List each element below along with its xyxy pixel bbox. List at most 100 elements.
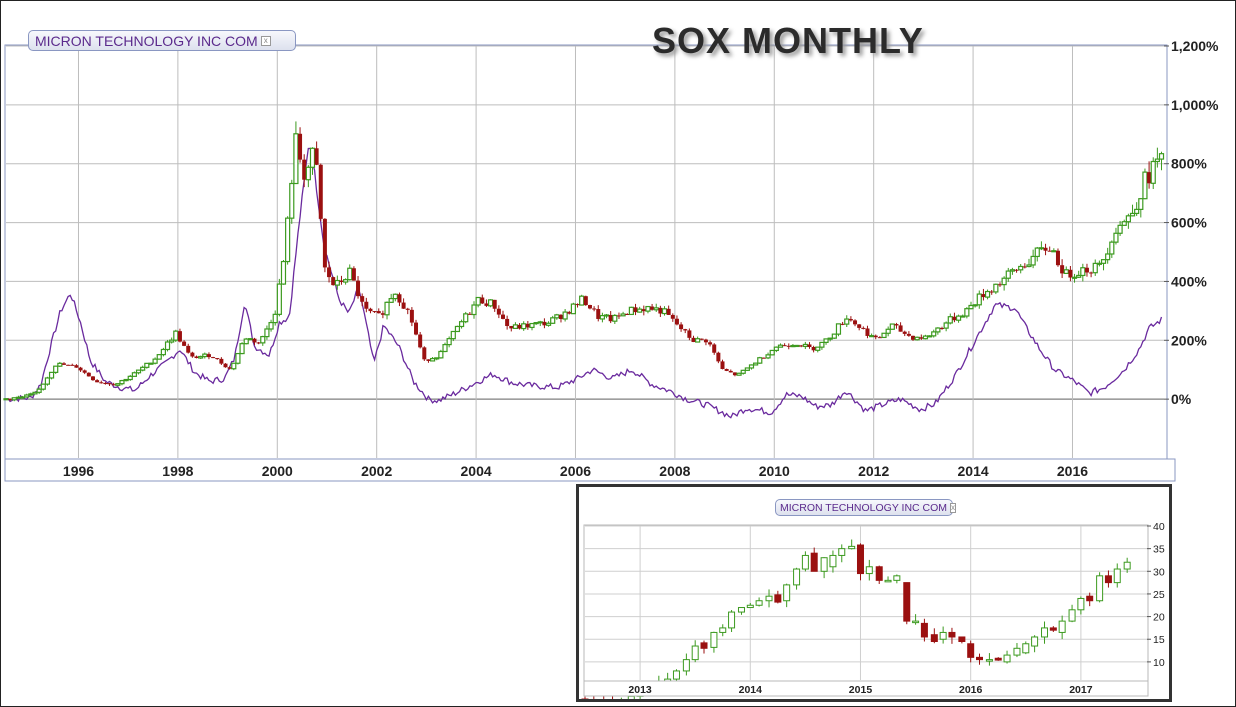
main-candle-body [831, 333, 837, 339]
main-x-tick-label: 2000 [262, 463, 293, 479]
main-candle-body [223, 363, 228, 368]
main-legend-chip[interactable]: MICRON TECHNOLOGY INC COM x [28, 30, 296, 51]
main-candle-body [708, 342, 713, 345]
main-candle-body [955, 315, 962, 321]
main-candle-body [567, 312, 572, 314]
main-candle-body [48, 371, 55, 379]
main-candle-body [790, 344, 796, 348]
inset-candle-body [1068, 609, 1076, 622]
main-candle-body [786, 345, 791, 347]
main-candle-body [873, 335, 878, 338]
main-candle-body [811, 347, 816, 351]
main-candle-body [1014, 269, 1019, 271]
main-candle-body [765, 354, 771, 359]
inset-y-tick-label: 15 [1153, 634, 1165, 646]
main-x-tick-label: 2004 [461, 463, 492, 479]
main-candle-body [438, 350, 444, 359]
inset-candle-body [810, 552, 818, 572]
legend-close-icon[interactable]: x [260, 35, 271, 46]
main-candle-body [264, 328, 270, 338]
inset-legend-chip[interactable]: MICRON TECHNOLOGY INC COM x [775, 499, 957, 516]
main-candle-body [44, 377, 51, 385]
main-candle-body [496, 308, 501, 315]
main-candle-body [1105, 253, 1111, 261]
inset-candle-body [875, 566, 883, 581]
main-candle-body [276, 283, 282, 315]
main-candle-body [99, 382, 104, 384]
main-candle-body [401, 302, 406, 309]
main-candle-body [206, 354, 211, 358]
main-candle-body [475, 296, 481, 306]
main-candle-body [658, 307, 663, 314]
main-candle-body [322, 218, 327, 268]
main-candle-body [450, 330, 456, 340]
inset-candle-body [1049, 627, 1057, 631]
main-candle-body [19, 396, 26, 399]
inset-legend-close-icon[interactable]: x [950, 502, 957, 513]
main-y-tick-label: 800% [1171, 156, 1207, 172]
main-gridlines [6, 45, 1164, 458]
main-candle-body [736, 372, 742, 376]
main-candle-body [202, 353, 208, 358]
inset-candle-body [1096, 575, 1104, 602]
main-candle-body [388, 297, 394, 303]
main-candle-body [911, 335, 916, 340]
inset-candle-body [710, 631, 718, 648]
main-candle-body [603, 314, 610, 317]
main-candle-body [356, 280, 361, 297]
inset-x-axis-band [583, 680, 1149, 697]
inset-y-axis: 10 15 20 25 30 35 40 [1147, 521, 1165, 669]
main-candle-body [339, 280, 344, 283]
main-line-series-path [5, 147, 1163, 419]
main-x-tick-label: 2006 [560, 463, 591, 479]
inset-candle-body [1031, 636, 1039, 647]
main-candle-body [799, 345, 804, 347]
main-candle-body [885, 328, 891, 334]
inset-y-tick-label: 30 [1153, 566, 1165, 578]
main-candle-body [82, 370, 87, 373]
main-candle-body [392, 293, 398, 300]
main-candle-body [1051, 250, 1057, 253]
main-candle-body [865, 328, 870, 336]
main-candle-body [1038, 247, 1045, 250]
main-candle-body [703, 339, 708, 343]
main-candle-body [1109, 241, 1115, 255]
main-candle-body [558, 314, 563, 319]
main-candle-body [740, 369, 746, 374]
main-candle-body [554, 314, 560, 319]
main-candle-body [720, 361, 725, 370]
main-candle-body [156, 354, 162, 360]
main-y-tick-label: 0% [1171, 391, 1192, 407]
inset-candle-body [700, 642, 708, 649]
main-candle-body [633, 307, 638, 313]
main-candle-body [819, 341, 825, 348]
main-candle-body [517, 324, 522, 329]
chart-title: SOX MONTHLY [652, 20, 924, 61]
main-candle-body [570, 303, 577, 315]
main-candle-body [782, 345, 787, 347]
main-candle-body [583, 296, 588, 306]
main-candle-body [446, 338, 452, 346]
main-candle-body [579, 295, 585, 306]
main-candle-body [198, 355, 204, 359]
inset-x-tick-label: 2015 [849, 684, 873, 696]
main-candle-body [525, 323, 530, 328]
inset-candle-body [765, 595, 773, 602]
main-candle-body [289, 182, 295, 219]
main-candle-body [115, 383, 121, 386]
main-candle-body [757, 357, 763, 364]
inset-candle-body [903, 582, 911, 622]
main-candle-body [587, 305, 592, 309]
inset-y-tick-label: 20 [1153, 612, 1165, 624]
main-candle-body [480, 297, 485, 304]
main-candle-body [78, 367, 83, 371]
main-candle-body [458, 321, 465, 328]
main-candle-body [127, 375, 133, 381]
main-candle-body [683, 329, 688, 331]
main-x-axis: 1996 1998 2000 2002 2004 2006 2008 2010 2012 2014… [63, 463, 1088, 479]
main-candle-body [769, 349, 775, 356]
main-candle-body [641, 309, 646, 312]
main-candle-body [1089, 272, 1094, 274]
main-legend-label: MICRON TECHNOLOGY INC COM [35, 32, 258, 49]
main-candle-body [542, 321, 547, 326]
